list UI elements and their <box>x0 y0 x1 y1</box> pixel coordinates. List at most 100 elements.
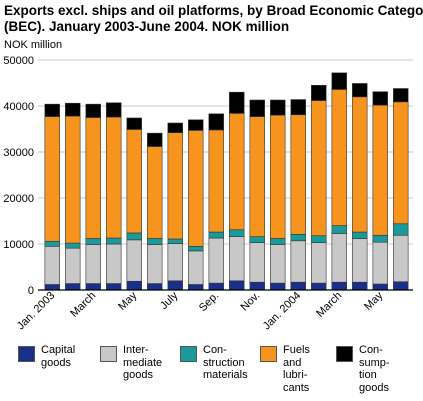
bar-segment-consumption <box>352 83 368 98</box>
bar-segment-fuels <box>85 117 101 239</box>
x-tick-label: Jan. 2003 <box>15 290 58 333</box>
bar-segment-intermediate <box>106 243 122 284</box>
bar-segment-fuels <box>270 114 286 239</box>
bar-segment-construction <box>290 234 306 242</box>
bar-stack <box>126 117 142 291</box>
bar-segment-consumption <box>311 85 327 101</box>
x-tick-label: May <box>362 289 386 313</box>
bar-segment-intermediate <box>85 244 101 284</box>
bar-stack <box>352 83 368 291</box>
y-tick-label: 0 <box>28 285 34 297</box>
bar-segment-fuels <box>147 146 163 239</box>
bar-segment-construction <box>167 238 183 244</box>
bar-segment-capital <box>270 282 286 291</box>
bar-segment-consumption <box>126 117 142 130</box>
bar-segment-fuels <box>44 116 60 242</box>
bar-segment-capital <box>208 282 224 291</box>
bar-segment-capital <box>85 283 101 291</box>
bar-segment-consumption <box>85 103 101 118</box>
bar-segment-intermediate <box>208 237 224 284</box>
legend: Capital goods Inter- mediate goods Con- st… <box>18 344 418 399</box>
bar-segment-construction <box>311 235 327 243</box>
bar-stack <box>106 102 122 291</box>
bar-segment-intermediate <box>270 244 286 284</box>
bar-segment-construction <box>65 242 81 249</box>
bar-segment-capital <box>229 280 245 291</box>
bar-segment-consumption <box>372 91 388 106</box>
bar-segment-fuels <box>311 100 327 237</box>
x-tick-label: March <box>68 290 98 320</box>
bar-stack <box>44 103 60 291</box>
bar-segment-consumption <box>106 102 122 118</box>
bar-segment-consumption <box>249 99 265 117</box>
x-tick-label: Sep. <box>197 290 221 314</box>
bar-segment-consumption <box>167 122 183 133</box>
bar-segment-intermediate <box>311 242 327 284</box>
bar-segment-fuels <box>352 96 368 233</box>
legend-swatch <box>180 346 197 362</box>
bar-segment-intermediate <box>352 238 368 283</box>
bar-segment-construction <box>331 225 347 234</box>
bar-segment-construction <box>126 232 142 241</box>
bar-segment-intermediate <box>290 240 306 283</box>
bar-stack <box>270 99 286 291</box>
stacked-bar-chart: NOK million 0 10000 20000 30000 40000 50000 J… <box>3 39 413 332</box>
bar-segment-fuels <box>208 129 224 233</box>
bar-segment-intermediate <box>229 236 245 282</box>
x-tick-label: Nov. <box>238 290 262 314</box>
bar-segment-consumption <box>65 102 81 117</box>
bar-segment-fuels <box>188 130 204 247</box>
legend-label: Fuels and lubri- cants <box>283 344 310 394</box>
bar-segment-consumption <box>393 88 409 103</box>
bar-segment-construction <box>249 236 265 243</box>
bar-segment-construction <box>229 229 245 237</box>
y-tick-labels: 0 10000 20000 30000 40000 50000 <box>3 55 34 297</box>
bar-segment-consumption <box>290 99 306 116</box>
bar-segment-construction <box>352 231 368 239</box>
chart-title-line-2: (BEC). January 2003-June 2004. NOK milli… <box>4 19 290 34</box>
bar-segment-consumption <box>229 91 245 114</box>
bar-stacks <box>44 72 409 291</box>
bar-stack <box>188 119 204 291</box>
legend-swatch <box>18 346 35 362</box>
bar-stack <box>147 132 163 291</box>
bar-segment-intermediate <box>393 234 409 283</box>
bar-segment-construction <box>188 246 204 252</box>
bar-segment-fuels <box>393 101 409 225</box>
bar-stack <box>331 72 347 291</box>
bar-segment-fuels <box>106 116 122 239</box>
bar-segment-fuels <box>331 89 347 226</box>
bar-segment-construction <box>270 238 286 245</box>
bar-segment-capital <box>44 284 60 291</box>
bar-segment-intermediate <box>167 243 183 282</box>
x-tick-label: March <box>314 290 344 320</box>
y-axis-label: NOK million <box>4 39 62 51</box>
bar-segment-intermediate <box>44 246 60 285</box>
bar-segment-capital <box>352 281 368 291</box>
bar-segment-intermediate <box>126 239 142 282</box>
bar-segment-construction <box>85 238 101 245</box>
bar-segment-capital <box>249 281 265 291</box>
bar-segment-fuels <box>372 104 388 236</box>
y-tick-label: 30000 <box>3 147 34 159</box>
bar-segment-intermediate <box>249 242 265 283</box>
bar-segment-consumption <box>44 103 60 117</box>
bar-segment-capital <box>65 283 81 291</box>
bar-segment-construction <box>147 238 163 245</box>
bar-segment-capital <box>167 280 183 291</box>
x-tick-labels: Jan. 2003 March May July Sep. Nov.Jan. 2004 Ma… <box>15 289 386 332</box>
bar-segment-capital <box>106 283 122 291</box>
legend-label: Con- sump- tion goods <box>359 344 390 394</box>
bar-segment-fuels <box>167 132 183 240</box>
bar-segment-fuels <box>249 116 265 237</box>
bar-segment-construction <box>393 223 409 236</box>
chart-title: Exports excl. ships and oil platforms, b… <box>4 3 423 35</box>
bar-segment-fuels <box>126 129 142 234</box>
bar-segment-consumption <box>270 99 286 116</box>
bar-segment-consumption <box>147 132 163 147</box>
bar-segment-intermediate <box>65 247 81 284</box>
bar-segment-fuels <box>229 113 245 231</box>
chart-title-line-1: Exports excl. ships and oil platforms, b… <box>4 3 423 18</box>
bar-segment-capital <box>126 280 142 291</box>
bar-segment-capital <box>331 281 347 291</box>
